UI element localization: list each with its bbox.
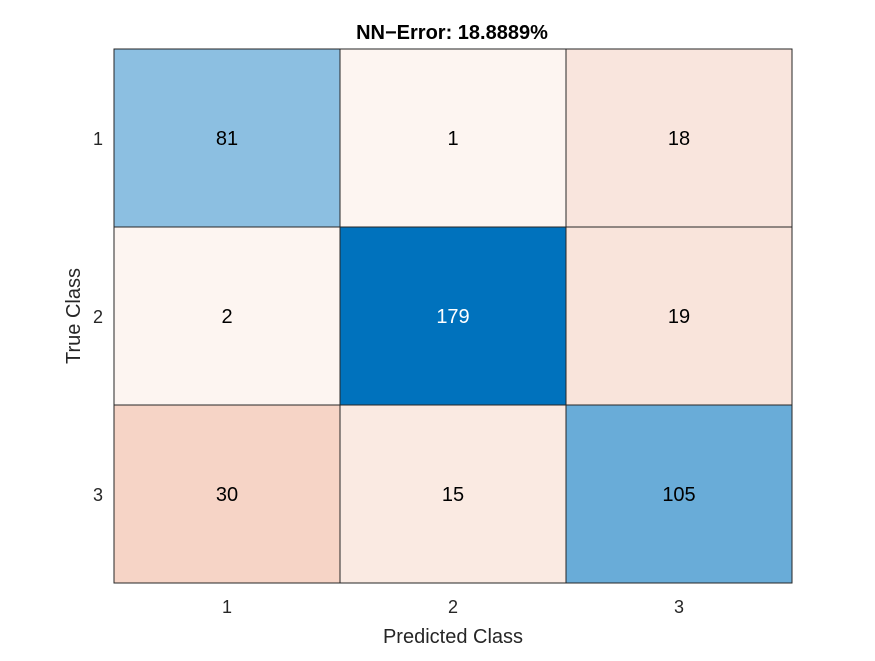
cell-value-1-1: 81 (216, 128, 238, 150)
cell-value-2-2: 179 (436, 306, 469, 328)
x-tick-label-3: 3 (674, 597, 684, 617)
matrix-cell-2-3 (565, 226, 793, 406)
cell-value-3-1: 30 (216, 484, 238, 506)
x-axis-label: Predicted Class (383, 626, 523, 648)
y-tick-label-2: 2 (93, 307, 103, 327)
y-tick-labels: 1 2 3 (93, 129, 103, 505)
cell-labels-group: 81 1 18 2 179 19 30 15 105 (216, 128, 696, 506)
matrix-cell-2-2 (339, 226, 567, 406)
cell-value-1-2: 1 (447, 128, 458, 150)
y-tick-label-1: 1 (93, 129, 103, 149)
matrix-cell-1-2 (339, 48, 567, 228)
cell-value-3-2: 15 (442, 484, 464, 506)
plot-frame (113, 48, 793, 584)
matrix-cell-3-1 (113, 404, 341, 584)
y-tick-label-3: 3 (93, 485, 103, 505)
matrix-cell-3-2 (339, 404, 567, 584)
matrix-cell-1-1 (113, 48, 341, 228)
chart-title: NN−Error: 18.8889% (356, 22, 548, 44)
y-axis-label: True Class (63, 268, 85, 364)
cell-value-2-3: 19 (668, 306, 690, 328)
x-tick-labels: 1 2 3 (222, 597, 684, 617)
x-tick-label-1: 1 (222, 597, 232, 617)
x-tick-label-2: 2 (448, 597, 458, 617)
cells-group (113, 48, 793, 584)
cell-value-3-3: 105 (662, 484, 695, 506)
cell-value-2-1: 2 (221, 306, 232, 328)
matrix-cell-2-1 (113, 226, 341, 406)
cell-value-1-3: 18 (668, 128, 690, 150)
